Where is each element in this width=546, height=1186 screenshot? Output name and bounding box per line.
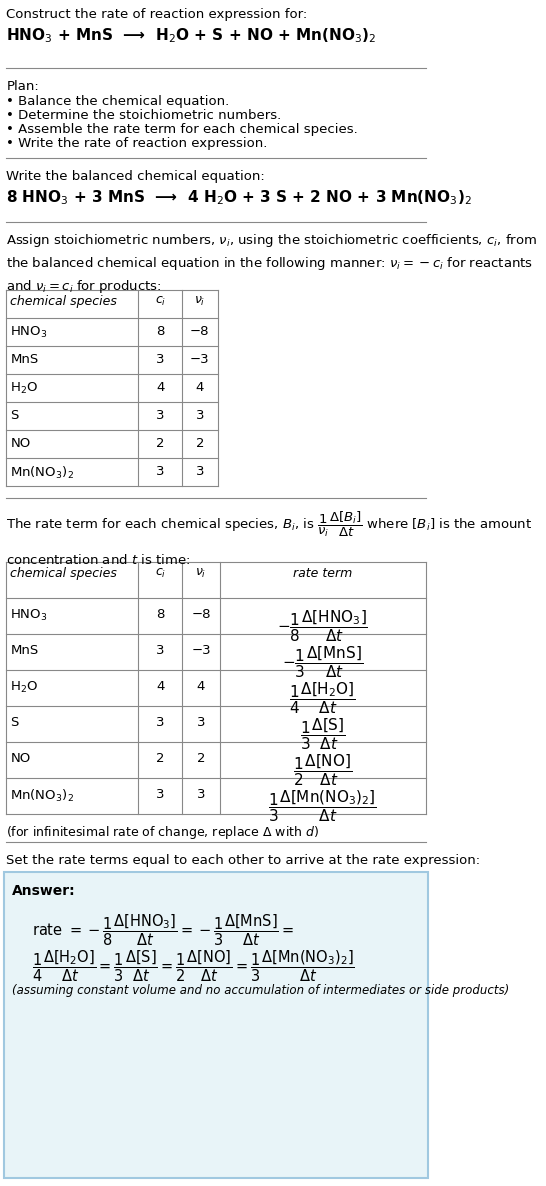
Text: 4: 4 xyxy=(156,381,164,394)
Text: 3: 3 xyxy=(195,409,204,422)
FancyBboxPatch shape xyxy=(4,872,428,1178)
Text: rate term: rate term xyxy=(293,567,352,580)
Text: 3: 3 xyxy=(156,788,164,801)
Text: $-\dfrac{1}{3}\dfrac{\Delta[\mathrm{MnS}]}{\Delta t}$: $-\dfrac{1}{3}\dfrac{\Delta[\mathrm{MnS}… xyxy=(282,644,364,680)
Text: $c_i$: $c_i$ xyxy=(155,295,166,308)
Text: 3: 3 xyxy=(156,716,164,729)
Text: NO: NO xyxy=(10,436,31,449)
Text: 3: 3 xyxy=(156,353,164,366)
Text: Mn(NO$_3$)$_2$: Mn(NO$_3$)$_2$ xyxy=(10,788,74,804)
Text: • Assemble the rate term for each chemical species.: • Assemble the rate term for each chemic… xyxy=(7,123,358,136)
Text: NO: NO xyxy=(10,752,31,765)
Text: −8: −8 xyxy=(190,325,210,338)
Text: −3: −3 xyxy=(190,353,210,366)
Text: Set the rate terms equal to each other to arrive at the rate expression:: Set the rate terms equal to each other t… xyxy=(7,854,480,867)
Text: • Write the rate of reaction expression.: • Write the rate of reaction expression. xyxy=(7,138,268,149)
Text: HNO$_3$: HNO$_3$ xyxy=(10,325,48,340)
Text: $\dfrac{1}{3}\dfrac{\Delta[\mathrm{S}]}{\Delta t}$: $\dfrac{1}{3}\dfrac{\Delta[\mathrm{S}]}{… xyxy=(300,716,346,752)
Text: $\nu_i$: $\nu_i$ xyxy=(194,295,205,308)
Text: S: S xyxy=(10,716,19,729)
Text: $\dfrac{1}{3}\dfrac{\Delta[\mathrm{Mn(NO_3)_2}]}{\Delta t}$: $\dfrac{1}{3}\dfrac{\Delta[\mathrm{Mn(NO… xyxy=(268,788,377,824)
Text: 3: 3 xyxy=(195,465,204,478)
Text: 2: 2 xyxy=(197,752,205,765)
Text: 2: 2 xyxy=(156,752,164,765)
Text: $\nu_i$: $\nu_i$ xyxy=(195,567,206,580)
Text: • Determine the stoichiometric numbers.: • Determine the stoichiometric numbers. xyxy=(7,109,282,122)
Text: 4: 4 xyxy=(197,680,205,693)
Text: $\dfrac{1}{2}\dfrac{\Delta[\mathrm{NO}]}{\Delta t}$: $\dfrac{1}{2}\dfrac{\Delta[\mathrm{NO}]}… xyxy=(293,752,353,788)
Text: Assign stoichiometric numbers, $\nu_i$, using the stoichiometric coefficients, $: Assign stoichiometric numbers, $\nu_i$, … xyxy=(7,232,537,295)
Text: H$_2$O: H$_2$O xyxy=(10,680,38,695)
Text: 8: 8 xyxy=(156,325,164,338)
Text: Plan:: Plan: xyxy=(7,79,39,93)
Text: $-\dfrac{1}{8}\dfrac{\Delta[\mathrm{HNO_3}]}{\Delta t}$: $-\dfrac{1}{8}\dfrac{\Delta[\mathrm{HNO_… xyxy=(277,608,369,644)
Text: 8 HNO$_3$ + 3 MnS  ⟶  4 H$_2$O + 3 S + 2 NO + 3 Mn(NO$_3$)$_2$: 8 HNO$_3$ + 3 MnS ⟶ 4 H$_2$O + 3 S + 2 N… xyxy=(7,189,472,206)
Text: MnS: MnS xyxy=(10,644,39,657)
Text: 3: 3 xyxy=(197,788,205,801)
Text: $c_i$: $c_i$ xyxy=(155,567,166,580)
Text: HNO$_3$ + MnS  ⟶  H$_2$O + S + NO + Mn(NO$_3$)$_2$: HNO$_3$ + MnS ⟶ H$_2$O + S + NO + Mn(NO$… xyxy=(7,26,377,45)
Text: 4: 4 xyxy=(156,680,164,693)
Text: Mn(NO$_3$)$_2$: Mn(NO$_3$)$_2$ xyxy=(10,465,74,482)
Text: rate $= -\dfrac{1}{8}\dfrac{\Delta[\mathrm{HNO_3}]}{\Delta t} = -\dfrac{1}{3}\df: rate $= -\dfrac{1}{8}\dfrac{\Delta[\math… xyxy=(32,912,294,948)
Text: 4: 4 xyxy=(195,381,204,394)
Text: 2: 2 xyxy=(195,436,204,449)
Text: chemical species: chemical species xyxy=(10,295,117,308)
Text: H$_2$O: H$_2$O xyxy=(10,381,38,396)
Text: (assuming constant volume and no accumulation of intermediates or side products): (assuming constant volume and no accumul… xyxy=(12,984,509,997)
Text: $\dfrac{1}{4}\dfrac{\Delta[\mathrm{H_2O}]}{\Delta t} = \dfrac{1}{3}\dfrac{\Delta: $\dfrac{1}{4}\dfrac{\Delta[\mathrm{H_2O}… xyxy=(32,948,354,983)
Text: 2: 2 xyxy=(156,436,164,449)
Text: • Balance the chemical equation.: • Balance the chemical equation. xyxy=(7,95,229,108)
Text: Answer:: Answer: xyxy=(12,884,75,898)
Text: HNO$_3$: HNO$_3$ xyxy=(10,608,48,623)
Text: The rate term for each chemical species, $B_i$, is $\dfrac{1}{\nu_i}\dfrac{\Delt: The rate term for each chemical species,… xyxy=(7,510,532,567)
Text: −8: −8 xyxy=(191,608,211,621)
Text: Write the balanced chemical equation:: Write the balanced chemical equation: xyxy=(7,170,265,183)
Text: 3: 3 xyxy=(156,409,164,422)
Text: 8: 8 xyxy=(156,608,164,621)
Text: −3: −3 xyxy=(191,644,211,657)
Text: Construct the rate of reaction expression for:: Construct the rate of reaction expressio… xyxy=(7,8,307,21)
Text: MnS: MnS xyxy=(10,353,39,366)
Text: 3: 3 xyxy=(197,716,205,729)
Text: S: S xyxy=(10,409,19,422)
Text: 3: 3 xyxy=(156,644,164,657)
Text: chemical species: chemical species xyxy=(10,567,117,580)
Text: 3: 3 xyxy=(156,465,164,478)
Text: $\dfrac{1}{4}\dfrac{\Delta[\mathrm{H_2O}]}{\Delta t}$: $\dfrac{1}{4}\dfrac{\Delta[\mathrm{H_2O}… xyxy=(289,680,356,716)
Text: (for infinitesimal rate of change, replace Δ with $d$): (for infinitesimal rate of change, repla… xyxy=(7,824,319,841)
